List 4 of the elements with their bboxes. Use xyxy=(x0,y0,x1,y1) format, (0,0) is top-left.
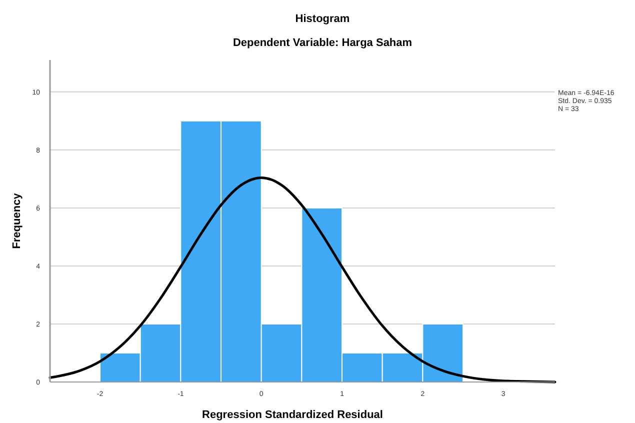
x-axis-title: Regression Standardized Residual xyxy=(202,409,383,421)
y-axis-title: Frequency xyxy=(11,192,23,249)
chart-title: Histogram xyxy=(295,13,350,25)
chart-subtitle: Dependent Variable: Harga Saham xyxy=(232,37,412,49)
